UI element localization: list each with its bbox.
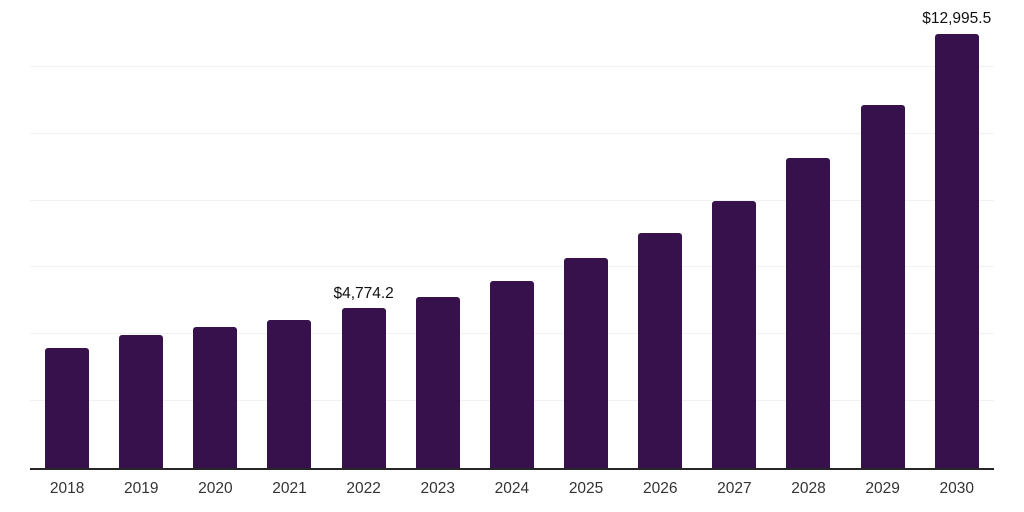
x-tick-label: 2027 — [717, 480, 752, 497]
gridline — [30, 199, 994, 201]
bar-slot — [549, 0, 623, 468]
bar — [786, 158, 831, 468]
bar — [341, 308, 386, 468]
x-tick-label: 2018 — [49, 480, 85, 497]
x-tick-label: 2029 — [865, 480, 900, 497]
bar-slot: $4,774.2 — [327, 0, 401, 468]
x-tick-label: 2028 — [791, 480, 826, 497]
bar — [267, 319, 312, 468]
x-tick-label: 2024 — [494, 480, 530, 497]
bar — [119, 334, 164, 468]
bar — [564, 258, 609, 468]
bar-slot — [623, 0, 697, 468]
bars-container: $4,774.2 $12,995.5 — [30, 0, 994, 468]
bar-slot — [475, 0, 549, 468]
bar-slot — [771, 0, 845, 468]
bar — [712, 200, 757, 468]
bar-slot — [104, 0, 178, 468]
bar-slot — [401, 0, 475, 468]
x-tick-label: 2023 — [420, 480, 456, 497]
bar — [193, 326, 238, 468]
bar-slot — [697, 0, 771, 468]
bar-slot — [252, 0, 326, 468]
x-tick-label: 2030 — [939, 480, 974, 497]
x-tick-label: 2019 — [123, 480, 159, 497]
bar-slot — [178, 0, 252, 468]
x-tick-label: 2021 — [272, 480, 307, 497]
bar — [45, 347, 90, 468]
bar-slot — [846, 0, 920, 468]
bar — [934, 33, 979, 468]
bar-value-label: $12,995.5 — [922, 10, 992, 28]
x-tick-label: 2025 — [568, 480, 604, 497]
gridline — [30, 266, 994, 268]
x-axis: 2018 2019 2020 2021 2022 2023 2024 2025 2026 2027… — [30, 478, 994, 508]
bar — [860, 104, 905, 468]
x-tick-label: 2026 — [642, 480, 678, 497]
bar — [415, 296, 460, 468]
bar-slot: $12,995.5 — [920, 0, 994, 468]
bar — [489, 280, 534, 468]
bar-slot — [30, 0, 104, 468]
gridline — [30, 132, 994, 134]
plot-area: $4,774.2 $12,995.5 — [30, 0, 994, 470]
bar — [638, 233, 683, 468]
bar-value-label: $4,774.2 — [333, 284, 394, 302]
x-tick-label: 2020 — [198, 480, 233, 497]
x-tick-label: 2022 — [346, 480, 381, 497]
gridline — [30, 65, 994, 67]
